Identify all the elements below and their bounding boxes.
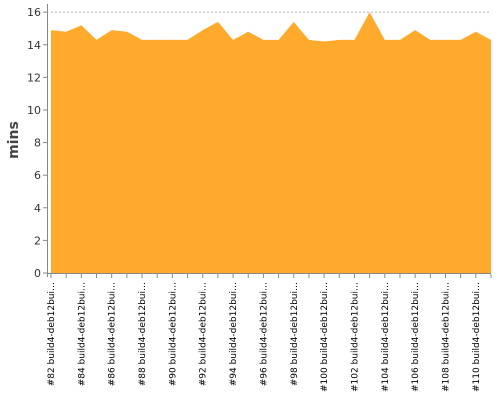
x-tick-label: #110 build4-deb12bui…: [472, 282, 482, 392]
x-tick-label: #108 build4-deb12bui…: [441, 282, 451, 392]
y-tick-label: 8: [34, 137, 41, 150]
x-tick-label: #102 build4-deb12bui…: [350, 282, 360, 392]
y-tick-label: 12: [27, 71, 41, 84]
x-tick-label: #92 build4-deb12bui…: [199, 282, 209, 386]
y-tick-label: 10: [27, 104, 41, 117]
x-tick-label: #100 build4-deb12bui…: [320, 282, 330, 392]
x-tick-label: #82 build4-deb12bui…: [47, 282, 57, 386]
y-tick-label: 2: [34, 234, 41, 247]
y-axis-ticks: 0 2 4 6 8 10 12 14 16: [27, 6, 47, 280]
x-tick-label: #106 build4-deb12bui…: [411, 282, 421, 392]
x-tick-label: #84 build4-deb12bui…: [77, 282, 87, 386]
x-axis-ticks: #82 build4-deb12bui… #84 build4-deb12bui……: [47, 274, 492, 392]
y-tick-label: 14: [27, 39, 41, 52]
y-axis-label: mins: [6, 121, 22, 159]
y-tick-label: 16: [27, 6, 41, 19]
y-tick-label: 4: [34, 202, 41, 215]
x-tick-label: #98 build4-deb12bui…: [290, 282, 300, 386]
x-tick-label: #96 build4-deb12bui…: [259, 282, 269, 386]
x-tick-label: #94 build4-deb12bui…: [229, 282, 239, 386]
x-tick-label: #88 build4-deb12bui…: [138, 282, 148, 386]
duration-area: [51, 12, 491, 273]
x-tick-label: #104 build4-deb12bui…: [381, 282, 391, 392]
y-tick-label: 6: [34, 169, 41, 182]
x-tick-label: #90 build4-deb12bui…: [168, 282, 178, 386]
y-tick-label: 0: [34, 267, 41, 280]
x-tick-label: #86 build4-deb12bui…: [108, 282, 118, 386]
